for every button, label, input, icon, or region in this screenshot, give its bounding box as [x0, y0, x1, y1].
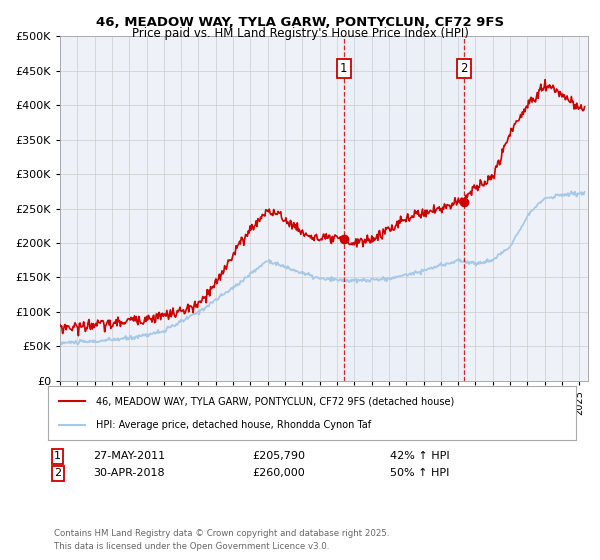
Text: 46, MEADOW WAY, TYLA GARW, PONTYCLUN, CF72 9FS (detached house): 46, MEADOW WAY, TYLA GARW, PONTYCLUN, CF…	[95, 396, 454, 407]
Text: Contains HM Land Registry data © Crown copyright and database right 2025.
This d: Contains HM Land Registry data © Crown c…	[54, 529, 389, 550]
Text: 1: 1	[54, 451, 61, 461]
Text: 50% ↑ HPI: 50% ↑ HPI	[390, 468, 449, 478]
Text: 1: 1	[340, 62, 347, 75]
Text: 2: 2	[54, 468, 61, 478]
Text: 42% ↑ HPI: 42% ↑ HPI	[390, 451, 449, 461]
Text: 27-MAY-2011: 27-MAY-2011	[93, 451, 165, 461]
Text: HPI: Average price, detached house, Rhondda Cynon Taf: HPI: Average price, detached house, Rhon…	[95, 419, 371, 430]
Bar	[344, 36, 464, 381]
Text: £260,000: £260,000	[252, 468, 305, 478]
Text: 30-APR-2018: 30-APR-2018	[93, 468, 164, 478]
Text: 2: 2	[460, 62, 467, 75]
Text: £205,790: £205,790	[252, 451, 305, 461]
Text: Price paid vs. HM Land Registry's House Price Index (HPI): Price paid vs. HM Land Registry's House …	[131, 27, 469, 40]
Text: 46, MEADOW WAY, TYLA GARW, PONTYCLUN, CF72 9FS: 46, MEADOW WAY, TYLA GARW, PONTYCLUN, CF…	[96, 16, 504, 29]
